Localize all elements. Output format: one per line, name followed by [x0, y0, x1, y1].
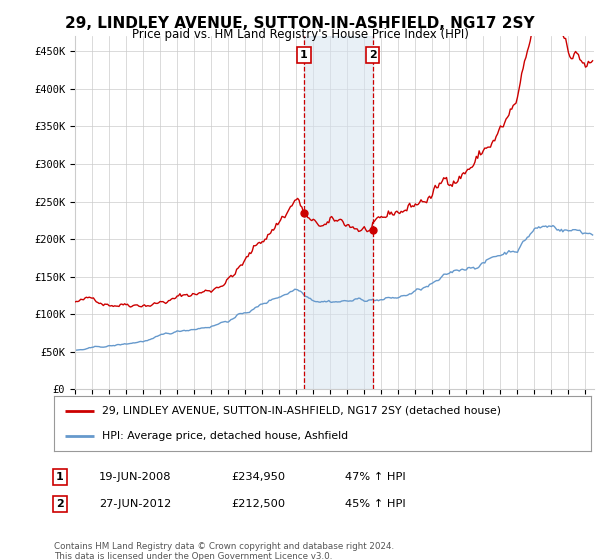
Text: 47% ↑ HPI: 47% ↑ HPI: [345, 472, 406, 482]
Text: Contains HM Land Registry data © Crown copyright and database right 2024.
This d: Contains HM Land Registry data © Crown c…: [54, 542, 394, 560]
Text: £234,950: £234,950: [231, 472, 285, 482]
Text: HPI: Average price, detached house, Ashfield: HPI: Average price, detached house, Ashf…: [103, 431, 349, 441]
Text: 2: 2: [369, 50, 376, 60]
Bar: [304, 36, 373, 389]
Text: 29, LINDLEY AVENUE, SUTTON-IN-ASHFIELD, NG17 2SY: 29, LINDLEY AVENUE, SUTTON-IN-ASHFIELD, …: [65, 16, 535, 31]
Text: 27-JUN-2012: 27-JUN-2012: [99, 499, 171, 509]
Text: 1: 1: [300, 50, 308, 60]
Text: 2: 2: [56, 499, 64, 509]
Text: £212,500: £212,500: [231, 499, 285, 509]
Text: 45% ↑ HPI: 45% ↑ HPI: [345, 499, 406, 509]
Text: 29, LINDLEY AVENUE, SUTTON-IN-ASHFIELD, NG17 2SY (detached house): 29, LINDLEY AVENUE, SUTTON-IN-ASHFIELD, …: [103, 406, 502, 416]
Text: Price paid vs. HM Land Registry's House Price Index (HPI): Price paid vs. HM Land Registry's House …: [131, 28, 469, 41]
Text: 1: 1: [56, 472, 64, 482]
Text: 19-JUN-2008: 19-JUN-2008: [99, 472, 172, 482]
